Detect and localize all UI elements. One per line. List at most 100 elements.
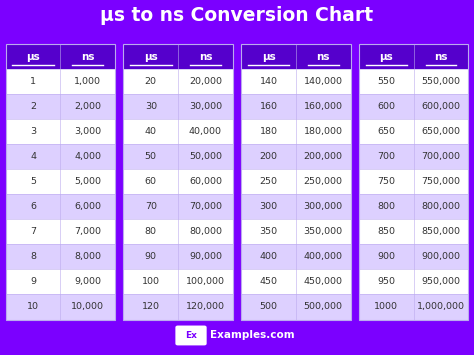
Bar [359, 119, 468, 144]
Text: 850,000: 850,000 [421, 228, 461, 236]
Bar [359, 269, 468, 295]
Text: ns: ns [81, 52, 94, 62]
Text: 60: 60 [145, 178, 157, 186]
Text: 650,000: 650,000 [421, 127, 461, 136]
FancyBboxPatch shape [175, 326, 207, 345]
Bar [241, 195, 350, 219]
Text: 160,000: 160,000 [304, 102, 343, 111]
Bar [123, 169, 233, 195]
Text: 4,000: 4,000 [74, 152, 101, 162]
Text: 50,000: 50,000 [189, 152, 222, 162]
Text: 750: 750 [377, 178, 395, 186]
Text: 550: 550 [377, 77, 395, 86]
Text: Ex: Ex [185, 331, 197, 340]
Text: 140,000: 140,000 [304, 77, 343, 86]
Text: 600,000: 600,000 [421, 102, 461, 111]
Text: 90: 90 [145, 252, 157, 262]
Text: 200,000: 200,000 [304, 152, 343, 162]
Bar [6, 269, 115, 295]
Bar [359, 219, 468, 245]
Text: 140: 140 [260, 77, 278, 86]
Text: 300,000: 300,000 [304, 202, 343, 212]
Text: 950: 950 [377, 278, 395, 286]
Text: 3,000: 3,000 [74, 127, 101, 136]
Text: 100: 100 [142, 278, 160, 286]
Text: 300: 300 [260, 202, 278, 212]
Bar [6, 44, 115, 320]
Text: 9,000: 9,000 [74, 278, 101, 286]
Text: 800,000: 800,000 [421, 202, 461, 212]
Text: 1000: 1000 [374, 302, 398, 311]
Text: 5: 5 [30, 178, 36, 186]
Text: 70,000: 70,000 [189, 202, 222, 212]
Text: 20: 20 [145, 77, 157, 86]
Text: 90,000: 90,000 [189, 252, 222, 262]
Text: 7,000: 7,000 [74, 228, 101, 236]
Text: 180: 180 [260, 127, 278, 136]
Text: 450,000: 450,000 [304, 278, 343, 286]
Text: 10: 10 [27, 302, 39, 311]
Text: 8: 8 [30, 252, 36, 262]
Text: 650: 650 [377, 127, 395, 136]
Text: 1: 1 [30, 77, 36, 86]
Bar [123, 94, 233, 119]
Bar [6, 94, 115, 119]
Text: 9: 9 [30, 278, 36, 286]
Text: 450: 450 [260, 278, 278, 286]
Text: 900: 900 [377, 252, 395, 262]
Bar [359, 69, 468, 94]
Text: 550,000: 550,000 [421, 77, 461, 86]
Text: 70: 70 [145, 202, 157, 212]
Text: 7: 7 [30, 228, 36, 236]
Bar [241, 269, 350, 295]
Text: 30,000: 30,000 [189, 102, 222, 111]
Bar [241, 44, 350, 320]
Text: ns: ns [317, 52, 330, 62]
Text: μs to ns Conversion Chart: μs to ns Conversion Chart [100, 6, 374, 26]
Text: 120,000: 120,000 [186, 302, 225, 311]
Text: μs: μs [26, 52, 40, 62]
Bar [241, 295, 350, 320]
Bar [359, 44, 468, 320]
Bar [359, 295, 468, 320]
Bar [123, 245, 233, 269]
Text: 950,000: 950,000 [421, 278, 461, 286]
Text: 500: 500 [260, 302, 278, 311]
Text: 60,000: 60,000 [189, 178, 222, 186]
Bar [6, 69, 115, 94]
Text: 1,000: 1,000 [74, 77, 101, 86]
Bar [359, 245, 468, 269]
Bar [123, 269, 233, 295]
Bar [6, 119, 115, 144]
Text: 4: 4 [30, 152, 36, 162]
Text: 5,000: 5,000 [74, 178, 101, 186]
Bar [241, 44, 350, 69]
Bar [241, 94, 350, 119]
Bar [123, 195, 233, 219]
Bar [6, 295, 115, 320]
Text: 40,000: 40,000 [189, 127, 222, 136]
Bar [241, 169, 350, 195]
Text: 400,000: 400,000 [304, 252, 343, 262]
Text: 600: 600 [377, 102, 395, 111]
Text: 850: 850 [377, 228, 395, 236]
Text: 6: 6 [30, 202, 36, 212]
Text: 200: 200 [260, 152, 278, 162]
Text: 30: 30 [145, 102, 157, 111]
Text: μs: μs [380, 52, 393, 62]
Text: 250,000: 250,000 [304, 178, 343, 186]
Text: 20,000: 20,000 [189, 77, 222, 86]
Text: 1,000,000: 1,000,000 [417, 302, 465, 311]
Bar [241, 245, 350, 269]
Bar [123, 219, 233, 245]
Bar [241, 144, 350, 169]
Bar [359, 195, 468, 219]
Bar [123, 144, 233, 169]
Bar [6, 245, 115, 269]
Bar [6, 169, 115, 195]
Text: 500,000: 500,000 [304, 302, 343, 311]
Bar [6, 44, 115, 69]
Text: 250: 250 [260, 178, 278, 186]
Bar [359, 94, 468, 119]
Text: 8,000: 8,000 [74, 252, 101, 262]
